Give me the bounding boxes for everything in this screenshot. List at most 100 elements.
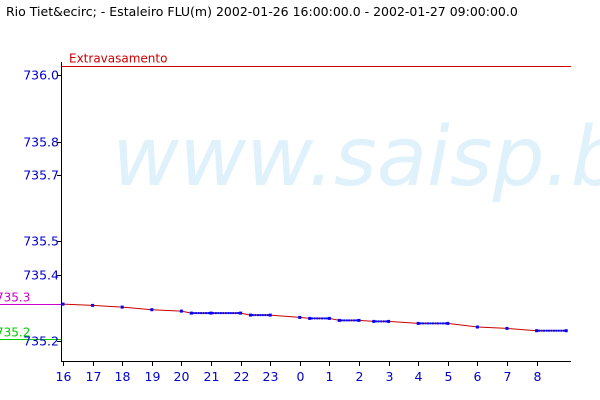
series-point — [214, 312, 217, 315]
series-point — [192, 312, 195, 315]
data-point-3 — [150, 308, 154, 312]
x-tick-label-10: 2 — [356, 369, 364, 384]
series-point — [547, 329, 550, 332]
x-tick-label-1: 17 — [86, 369, 102, 384]
series-point — [237, 312, 240, 315]
data-point-12 — [327, 316, 331, 320]
data-point-9 — [268, 313, 272, 317]
data-point-4 — [179, 309, 183, 313]
series-point — [429, 322, 432, 325]
series-point — [439, 322, 442, 325]
data-point-17 — [416, 321, 420, 325]
data-point-0 — [61, 302, 65, 306]
data-point-7 — [239, 311, 243, 315]
series-point — [377, 320, 380, 323]
x-tick-label-7: 23 — [263, 369, 279, 384]
series-point — [325, 317, 328, 320]
series-point — [422, 322, 425, 325]
series-point — [432, 322, 434, 325]
series-point — [382, 320, 385, 323]
series-point — [205, 312, 208, 315]
x-tick-label-4: 20 — [174, 369, 190, 384]
y-tick-label-5: 735.2 — [23, 334, 59, 349]
series-point — [224, 312, 227, 315]
x-tick-label-16: 8 — [534, 369, 542, 384]
data-point-2 — [120, 305, 124, 309]
data-point-18 — [446, 321, 450, 325]
series-point — [256, 314, 259, 317]
series-point — [345, 319, 348, 322]
series-point — [259, 314, 262, 317]
x-tick-label-9: 1 — [326, 369, 334, 384]
series-point — [434, 322, 437, 325]
series-point — [251, 314, 254, 317]
y-tick-label-2: 735.7 — [23, 168, 59, 183]
series-point — [219, 312, 222, 315]
series-point — [195, 312, 198, 315]
data-point-15 — [372, 319, 376, 323]
y-tick-label-3: 735.5 — [23, 234, 59, 249]
series-point — [323, 317, 326, 320]
series-layer — [61, 302, 568, 333]
x-tick-label-0: 16 — [56, 369, 72, 384]
series-point — [436, 322, 439, 325]
data-point-1 — [91, 303, 95, 307]
chart-title: Rio Tiet&ecirc; - Estaleiro FLU(m) 2002-… — [6, 4, 518, 19]
series-point — [229, 312, 232, 315]
series-point — [441, 322, 444, 325]
series-point — [202, 312, 205, 315]
series-point — [313, 317, 316, 320]
series-point — [355, 319, 358, 322]
series-point — [217, 312, 220, 315]
series-point — [343, 319, 346, 322]
data-point-19 — [475, 325, 479, 329]
series-point — [232, 312, 235, 315]
x-tick-label-8: 0 — [297, 369, 305, 384]
series-point — [550, 329, 553, 332]
series-point — [227, 312, 230, 315]
series-point — [222, 312, 225, 315]
series-point — [234, 312, 237, 315]
series-point — [543, 329, 545, 332]
series-point — [311, 317, 314, 320]
series-point — [375, 320, 378, 323]
x-tick-label-11: 3 — [386, 369, 394, 384]
series-point — [264, 314, 267, 317]
data-point-14 — [357, 318, 361, 322]
series-point — [212, 312, 215, 315]
series-point — [321, 317, 323, 320]
series-point — [562, 329, 565, 332]
data-point-8 — [249, 313, 252, 317]
series-point — [254, 314, 257, 317]
series-point — [552, 329, 555, 332]
series-point — [261, 314, 264, 317]
series-point — [444, 322, 447, 325]
x-tick-label-2: 18 — [115, 369, 131, 384]
y-tick-label-4: 735.4 — [23, 268, 59, 283]
reference-lines: 735.3 735.2 Extravasamento — [0, 52, 571, 340]
series-point — [555, 329, 558, 332]
data-point-22 — [564, 329, 568, 333]
series-point — [200, 312, 203, 315]
series-point — [545, 329, 548, 332]
series-point — [380, 320, 383, 323]
data-point-20 — [505, 326, 509, 330]
data-point-6 — [209, 311, 213, 315]
y-tick-label-1: 735.8 — [23, 135, 59, 150]
x-tick-label-14: 6 — [474, 369, 482, 384]
series-point — [538, 329, 541, 332]
series-point — [316, 317, 319, 320]
watermark: www.saisp.br — [112, 110, 600, 205]
series-point — [419, 322, 422, 325]
series-point — [353, 319, 356, 322]
data-point-11 — [308, 316, 312, 320]
x-tick-label-6: 22 — [234, 369, 250, 384]
series-point — [318, 317, 321, 320]
data-point-16 — [387, 319, 391, 323]
series-point — [207, 312, 210, 315]
x-tick-label-13: 5 — [445, 369, 453, 384]
x-tick-label-15: 7 — [504, 369, 512, 384]
series-point — [427, 322, 430, 325]
